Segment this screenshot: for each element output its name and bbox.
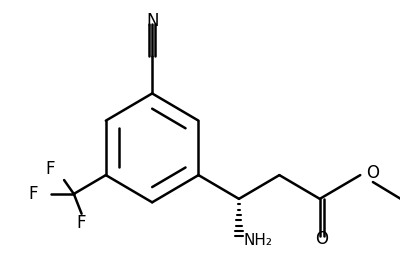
Text: O: O: [366, 164, 379, 182]
Text: O: O: [315, 230, 328, 248]
Text: F: F: [28, 185, 38, 203]
Text: NH₂: NH₂: [244, 233, 273, 248]
Text: N: N: [146, 12, 158, 30]
Text: F: F: [77, 213, 86, 232]
Text: F: F: [46, 160, 55, 178]
